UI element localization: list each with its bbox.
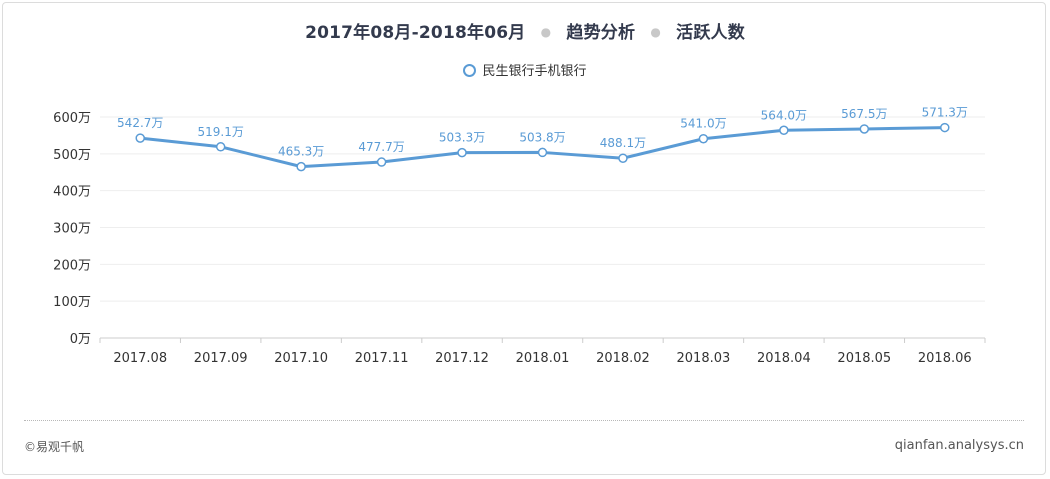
x-tick-label: 2017.08: [113, 351, 167, 366]
title-period: 2017年08月-2018年06月: [305, 23, 526, 43]
data-point: [457, 147, 467, 158]
data-label: 488.1万: [600, 136, 646, 150]
y-tick-label: 200万: [53, 258, 91, 273]
x-tick-label: 2018.02: [596, 351, 650, 366]
data-point: [135, 133, 145, 143]
legend-marker-icon: [463, 64, 477, 77]
x-tick-label: 2017.10: [274, 351, 328, 366]
x-tick-label: 2018.04: [757, 351, 811, 366]
footer-copyright: ©易观千帆: [24, 440, 85, 454]
x-tick-label: 2018.05: [837, 351, 891, 366]
data-point: [296, 161, 306, 172]
data-point: [537, 147, 548, 158]
data-label: 519.1万: [198, 125, 244, 139]
x-tick-label: 2018.01: [516, 351, 570, 366]
data-point: [940, 122, 950, 133]
chart-title: 2017年08月-2018年06月 ● 趋势分析 ● 活跃人数: [0, 18, 1050, 43]
x-tick-label: 2018.03: [677, 351, 731, 366]
data-point: [618, 153, 628, 163]
data-point: [859, 124, 870, 134]
y-tick-label: 100万: [53, 295, 91, 310]
title-analysis: 趋势分析: [566, 23, 636, 43]
legend[interactable]: 民生银行手机银行: [0, 60, 1050, 79]
x-tick-label: 2017.11: [355, 351, 409, 366]
y-tick-label: 600万: [53, 111, 91, 126]
data-label: 567.5万: [841, 107, 887, 121]
data-label: 541.0万: [680, 117, 726, 131]
data-point: [215, 142, 226, 152]
data-point: [376, 157, 387, 167]
data-label: 477.7万: [358, 140, 404, 154]
data-label: 542.7万: [117, 116, 163, 130]
x-tick-label: 2017.09: [194, 351, 248, 366]
data-label: 503.8万: [519, 130, 565, 144]
y-tick-label: 300万: [53, 222, 91, 237]
title-metric: 活跃人数: [676, 23, 745, 43]
footer-site: qianfan.analysys.cn: [894, 438, 1024, 453]
y-tick-label: 400万: [53, 185, 91, 200]
footer-divider: [24, 420, 1024, 421]
data-label: 503.3万: [439, 131, 485, 145]
x-tick-label: 2017.12: [435, 351, 489, 366]
data-label: 564.0万: [761, 108, 807, 122]
y-tick-label: 0万: [70, 332, 91, 347]
data-point: [698, 133, 709, 144]
title-separator-dot: ●: [650, 25, 661, 39]
data-label: 571.3万: [922, 106, 968, 120]
x-tick-label: 2018.06: [918, 351, 972, 366]
y-tick-label: 500万: [53, 148, 91, 163]
legend-series-name: 民生银行手机银行: [482, 64, 587, 79]
data-point: [779, 125, 789, 136]
title-separator-dot: ●: [540, 25, 552, 39]
data-label: 465.3万: [278, 145, 324, 159]
